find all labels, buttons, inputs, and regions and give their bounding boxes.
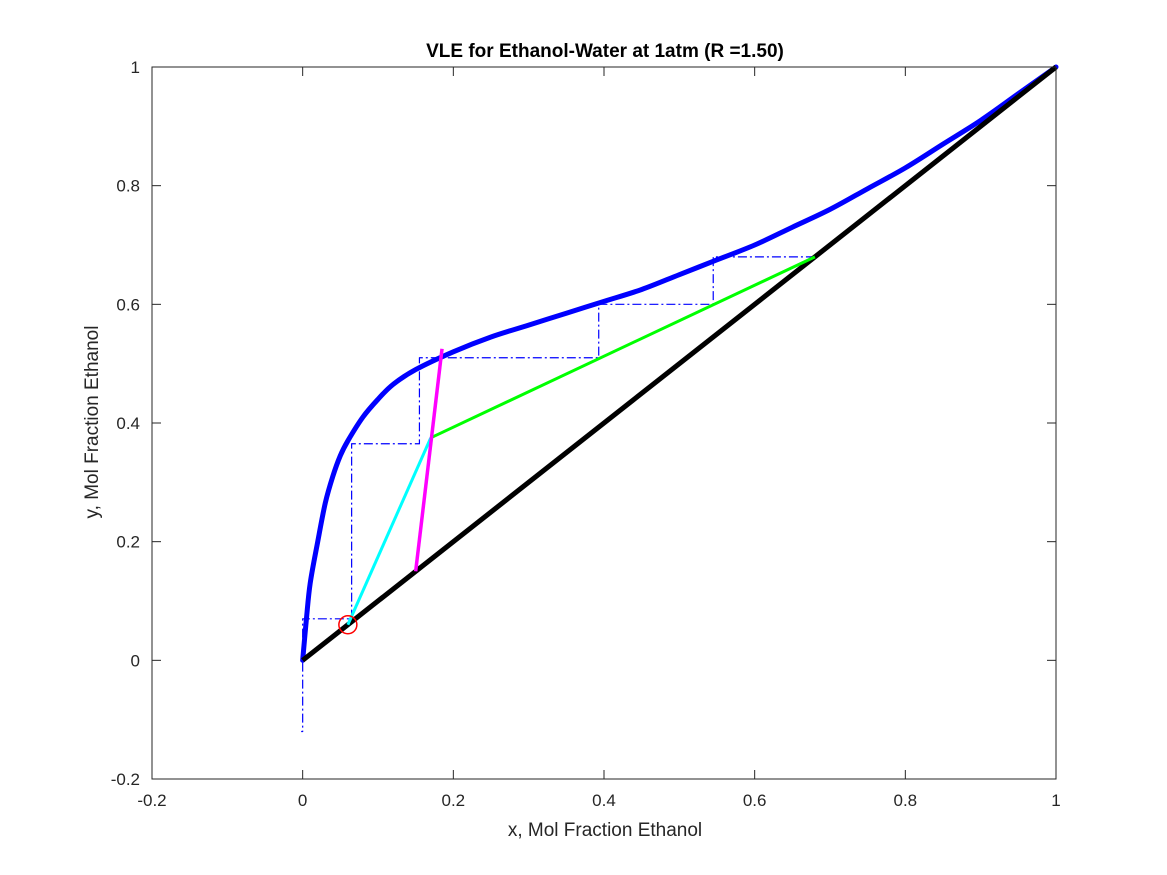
series-layer: [300, 64, 1059, 733]
chart-title: VLE for Ethanol-Water at 1atm (R =1.50): [426, 41, 784, 62]
series-diagonal: [301, 65, 1058, 663]
x-tick-label: 0.2: [442, 791, 466, 810]
marker-bottoms-composition: [338, 614, 358, 635]
y-tick-label: 1: [131, 58, 140, 77]
y-axis-label: y, Mol Fraction Ethanol: [82, 326, 103, 519]
y-tick-label: 0.2: [116, 533, 140, 552]
x-tick-label: 0.8: [894, 791, 918, 810]
x-tick-label: -0.2: [137, 791, 166, 810]
x-axis-label: x, Mol Fraction Ethanol: [508, 820, 702, 841]
marker-layer: [338, 614, 358, 635]
y-tick-label: 0.4: [116, 414, 140, 433]
series-rectifying-operating-line: [430, 255, 816, 440]
y-tick-label: 0: [131, 651, 140, 670]
x-tick-label: 1: [1051, 791, 1060, 810]
y-tick-label: 0.6: [116, 295, 140, 314]
series-q-line: [413, 348, 444, 572]
series-equilibrium: [300, 64, 1059, 663]
y-tick-label: 0.8: [116, 177, 140, 196]
y-axis-ticks: -0.2 0 0.2 0.4 0.6 0.8 1: [111, 58, 1056, 789]
y-tick-label: -0.2: [111, 770, 140, 789]
x-tick-label: 0: [298, 791, 307, 810]
x-tick-label: 0.6: [743, 791, 767, 810]
series-stripping-operating-line: [346, 437, 433, 626]
x-tick-label: 0.4: [592, 791, 616, 810]
x-axis-ticks: -0.2 0 0.2 0.4 0.6 0.8 1: [137, 67, 1061, 810]
